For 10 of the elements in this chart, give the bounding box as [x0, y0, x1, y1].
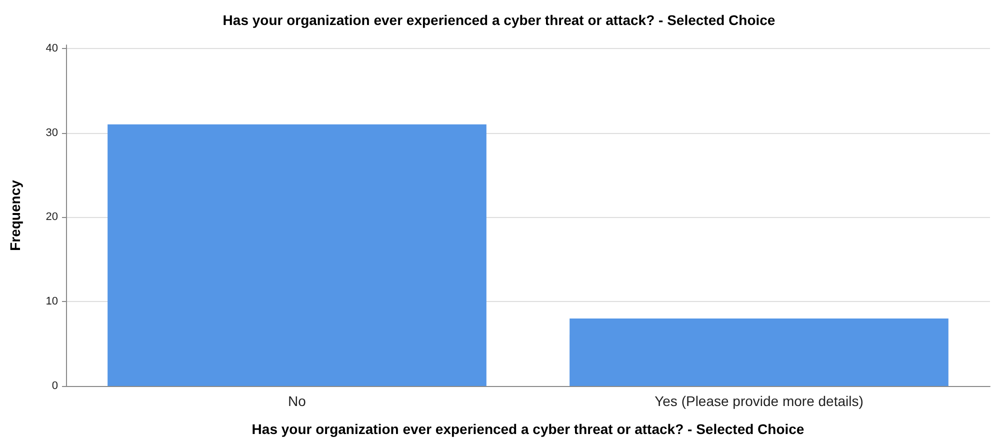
chart-title: Has your organization ever experienced a cyber threat or attack? - Selected Choice	[222, 12, 776, 28]
y-axis-title: Frequency	[7, 180, 23, 251]
y-tick-label: 30	[46, 126, 58, 139]
y-tick-label: 0	[52, 380, 58, 392]
x-tick-label: No	[288, 393, 306, 409]
y-tick-label: 10	[46, 296, 58, 308]
y-tick-label: 20	[46, 211, 58, 224]
y-tick-label: 40	[46, 42, 58, 54]
x-axis-title: Has your organization ever experienced a cyber threat or attack? - Selected Choice	[252, 421, 804, 437]
x-tick-label: Yes (Please provide more details)	[654, 393, 864, 409]
